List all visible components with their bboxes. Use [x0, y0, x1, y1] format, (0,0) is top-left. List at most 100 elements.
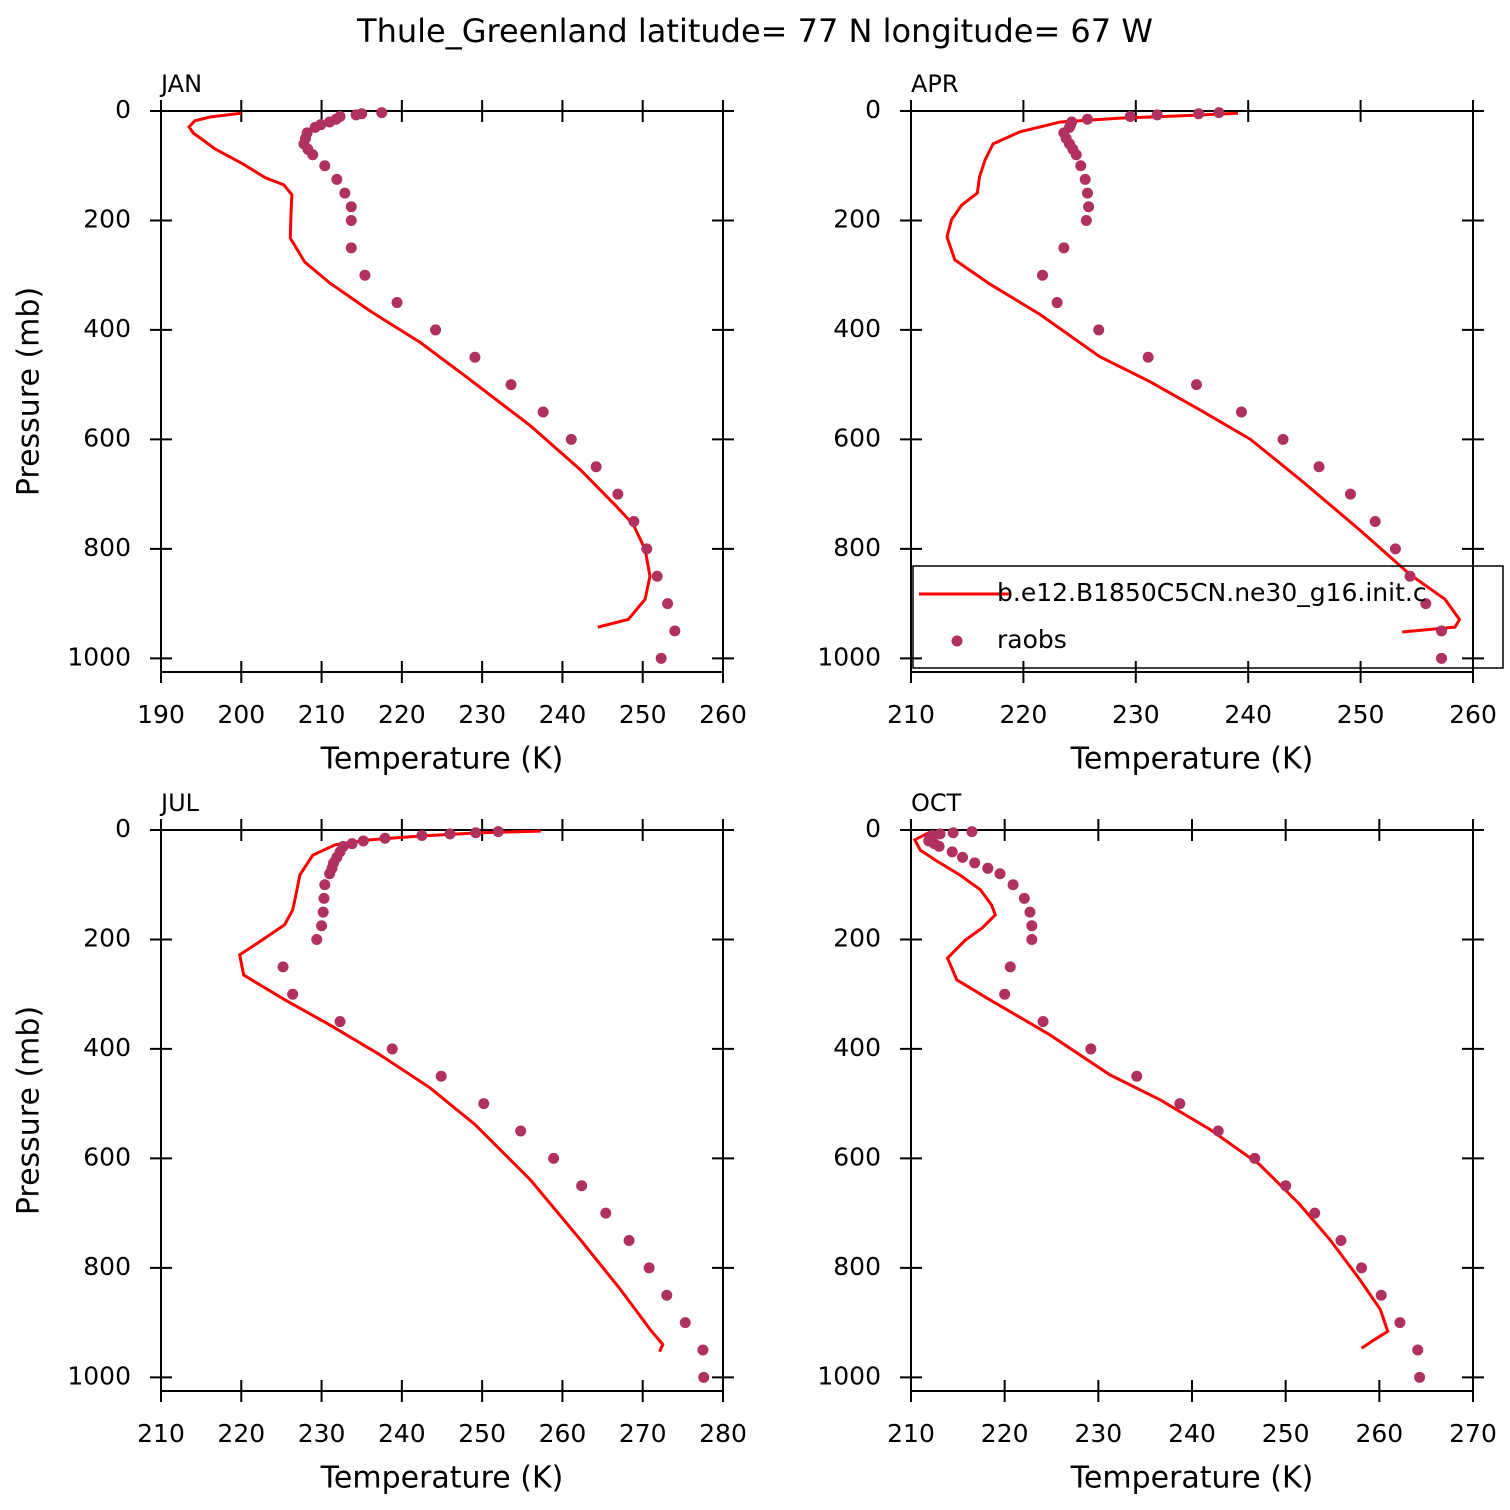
- obs-point: [662, 598, 674, 610]
- obs-point: [966, 826, 978, 838]
- y-tick-label: 1000: [67, 1361, 131, 1390]
- x-tick-label: 230: [298, 1419, 346, 1448]
- obs-point: [697, 1344, 709, 1356]
- x-tick-label: 250: [1262, 1419, 1310, 1448]
- obs-point: [1436, 652, 1448, 664]
- obs-point: [1389, 543, 1401, 555]
- obs-point: [1249, 1152, 1261, 1164]
- obs-point: [623, 1234, 635, 1246]
- plot-frame: [160, 110, 724, 673]
- y-tick-label: 0: [115, 814, 131, 843]
- x-tick-label: 230: [458, 700, 506, 729]
- x-axis-label: Temperature (K): [320, 1461, 564, 1496]
- obs-point: [1142, 351, 1154, 363]
- x-tick-label: 260: [1449, 700, 1497, 729]
- x-tick-label: 260: [699, 700, 747, 729]
- panel: 210 220 230 240 250 260 270 280 0 200 400 600 800 100…: [12, 789, 747, 1496]
- obs-point: [339, 187, 351, 199]
- x-tick-label: 210: [887, 700, 935, 729]
- obs-point: [957, 851, 969, 863]
- x-tick-label: 220: [1000, 700, 1048, 729]
- obs-point: [537, 406, 549, 418]
- x-axis-label: Temperature (K): [1070, 742, 1314, 777]
- y-tick-label: 800: [83, 533, 131, 562]
- y-tick-label: 600: [833, 423, 881, 452]
- obs-point: [317, 906, 329, 918]
- model-line: [912, 830, 1390, 1350]
- y-tick-label: 600: [83, 1142, 131, 1171]
- obs-point: [319, 879, 331, 891]
- obs-point: [334, 1016, 346, 1028]
- obs-point: [357, 835, 369, 847]
- y-tick-label: 1000: [817, 642, 881, 671]
- obs-point: [1124, 110, 1136, 122]
- x-tick-label: 220: [217, 1419, 265, 1448]
- obs-point: [1058, 242, 1070, 254]
- obs-point: [698, 1371, 710, 1383]
- obs-point: [301, 127, 313, 139]
- obs-point: [1404, 570, 1416, 582]
- model-line: [238, 829, 665, 1353]
- obs-point: [416, 829, 428, 841]
- obs-point: [1369, 515, 1381, 527]
- x-tick-label: 270: [619, 1419, 667, 1448]
- figure-title: Thule_Greenland latitude= 77 N longitude…: [356, 12, 1153, 50]
- obs-point: [655, 652, 667, 664]
- obs-point: [1037, 269, 1049, 281]
- obs-point: [386, 1043, 398, 1055]
- obs-point: [1081, 187, 1093, 199]
- obs-point: [379, 832, 391, 844]
- legend-dot: [951, 635, 963, 647]
- y-tick-label: 800: [83, 1252, 131, 1281]
- obs-point: [1375, 1289, 1387, 1301]
- obs-point: [345, 214, 357, 226]
- obs-point: [311, 933, 323, 945]
- y-tick-label: 0: [865, 95, 881, 124]
- x-tick-label: 250: [458, 1419, 506, 1448]
- obs-point: [391, 297, 403, 309]
- legend-label: raobs: [997, 625, 1067, 654]
- obs-point: [1212, 1125, 1224, 1137]
- obs-point: [1277, 433, 1289, 445]
- obs-point: [1356, 1262, 1368, 1274]
- obs-point: [430, 324, 442, 336]
- y-tick-label: 800: [833, 533, 881, 562]
- obs-point: [1037, 1016, 1049, 1028]
- y-tick-label: 800: [833, 1252, 881, 1281]
- obs-point: [590, 461, 602, 473]
- obs-point: [469, 351, 481, 363]
- obs-point: [1151, 109, 1163, 121]
- obs-point: [492, 826, 504, 838]
- obs-point: [1026, 933, 1038, 945]
- x-tick-label: 190: [137, 700, 185, 729]
- plot-frame: [160, 829, 724, 1392]
- y-tick-label: 200: [83, 923, 131, 952]
- obs-point: [1066, 116, 1078, 128]
- y-tick-label: 200: [83, 204, 131, 233]
- obs-point: [548, 1152, 560, 1164]
- y-tick-label: 0: [115, 95, 131, 124]
- x-tick-label: 230: [1074, 1419, 1122, 1448]
- obs-point: [641, 543, 653, 555]
- obs-point: [1007, 879, 1019, 891]
- obs-point: [356, 108, 368, 120]
- obs-point: [478, 1098, 490, 1110]
- obs-point: [643, 1262, 655, 1274]
- obs-point: [1313, 461, 1325, 473]
- obs-point: [612, 488, 624, 500]
- obs-point: [316, 920, 328, 932]
- obs-point: [1309, 1207, 1321, 1219]
- obs-point: [1174, 1098, 1186, 1110]
- obs-point: [1093, 324, 1105, 336]
- x-tick-label: 250: [619, 700, 667, 729]
- obs-point: [661, 1289, 673, 1301]
- obs-point: [345, 242, 357, 254]
- panel: 210 220 230 240 250 260 0 200 400 600 800 1000 APR Te…: [817, 70, 1504, 777]
- obs-point: [277, 961, 289, 973]
- obs-point: [315, 119, 327, 131]
- obs-point: [1051, 297, 1063, 309]
- legend-label: b.e12.B1850C5CN.ne30_g16.init.c: [997, 578, 1427, 607]
- obs-point: [1394, 1317, 1406, 1329]
